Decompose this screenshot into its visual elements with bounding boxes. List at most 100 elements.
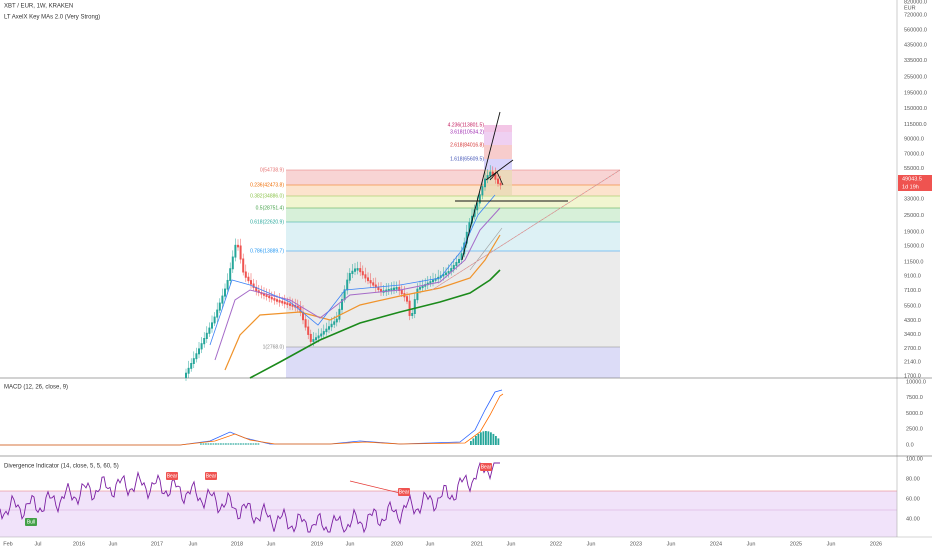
- macd-histogram: [220, 443, 222, 445]
- ma-50: [214, 207, 501, 361]
- macd-histogram: [497, 438, 500, 445]
- candle-body: [463, 242, 466, 255]
- candle-body: [434, 278, 437, 281]
- signal-badge: [25, 518, 37, 526]
- candle-body: [192, 358, 195, 364]
- candle-body: [478, 194, 481, 204]
- candle-body: [481, 186, 484, 196]
- price-tick-label: 7100.0: [904, 288, 921, 294]
- last-price-badge: [898, 175, 932, 191]
- macd-title[interactable]: MACD (12, 26, close, 9): [4, 385, 68, 391]
- time-tick-label: 2017: [151, 541, 163, 547]
- macd-histogram: [212, 443, 215, 445]
- candle-body: [387, 288, 390, 292]
- pattern-line: [489, 171, 504, 186]
- candle-body: [380, 289, 382, 292]
- candle-body: [208, 327, 211, 334]
- macd-histogram: [202, 443, 205, 445]
- fib-band: [286, 222, 620, 251]
- symbol-title[interactable]: XBT / EUR, 1W, KRAKEN: [4, 4, 73, 10]
- candle-body: [273, 298, 276, 301]
- price-tick-label: 90000.0: [904, 137, 924, 143]
- trend-line: [431, 169, 621, 291]
- price-tick-label: 11500.0: [904, 259, 923, 265]
- signal-badge: [166, 472, 178, 480]
- time-tick-label: 2022: [550, 541, 562, 547]
- macd-histogram: [240, 443, 242, 445]
- indicator-title[interactable]: LT AxelX Key MAs 2.0 (Very Strong): [4, 15, 100, 21]
- candle-body: [426, 282, 429, 286]
- price-tick-label: 3400.0: [904, 332, 921, 338]
- candle-body: [465, 231, 468, 244]
- macd-histogram: [475, 436, 477, 445]
- candle-body: [408, 300, 411, 316]
- time-tick-label: Jun: [507, 541, 516, 547]
- candle-body: [452, 265, 455, 270]
- time-tick-label: 2025: [790, 541, 802, 547]
- candle-body: [237, 244, 239, 248]
- time-tick-label: 2016: [73, 541, 85, 547]
- candle-body: [283, 301, 286, 305]
- candle-body: [484, 178, 486, 188]
- candle-body: [229, 268, 232, 281]
- candle-body: [213, 316, 216, 324]
- candle-body: [361, 271, 364, 276]
- candle-body: [455, 262, 458, 267]
- fib-label: 0.618(22620.9): [250, 219, 284, 225]
- candle-body: [369, 280, 372, 284]
- time-tick-label: Jun: [747, 541, 756, 547]
- macd-histogram: [252, 443, 255, 445]
- candle-body: [221, 295, 224, 304]
- price-tick-label: 2700.0: [904, 346, 921, 352]
- candle-body: [333, 321, 336, 325]
- fib-label: 0.382(34886.0): [250, 193, 284, 199]
- macd-histogram: [487, 431, 490, 445]
- time-tick-label: 2019: [311, 541, 323, 547]
- time-tick-label: Jun: [267, 541, 276, 547]
- candle-body: [398, 287, 401, 291]
- candle-body: [395, 287, 398, 290]
- signal-label: Bear: [481, 464, 492, 470]
- time-tick-label: 2026: [870, 541, 882, 547]
- candle-body: [413, 299, 416, 314]
- candle-body: [211, 322, 213, 329]
- fib-ext-label: 4.236(113801.5): [448, 122, 485, 128]
- price-tick-label: 33000.0: [904, 196, 924, 202]
- macd-histogram: [225, 443, 227, 445]
- candle-body: [497, 178, 499, 184]
- candle-body: [296, 305, 299, 309]
- divergence-title[interactable]: Divergence Indicator (14, close, 5, 5, 6…: [4, 464, 119, 470]
- candle-body: [257, 290, 260, 293]
- candle-body: [278, 300, 281, 303]
- price-tick-label: 4300.0: [904, 318, 921, 324]
- fib-ext-band: [484, 159, 512, 170]
- candle-body: [322, 331, 325, 335]
- macd-histogram: [492, 433, 495, 445]
- candle-body: [231, 256, 234, 270]
- fib-ext-label: 3.618(10534.2): [450, 129, 484, 135]
- candle-body: [276, 299, 278, 302]
- time-tick-label: 2023: [630, 541, 642, 547]
- time-tick-label: 2024: [710, 541, 722, 547]
- price-tick-label: 255000.0: [904, 74, 927, 80]
- rsi-tick-label: 40.00: [906, 516, 920, 522]
- candle-body: [432, 279, 434, 283]
- candle-body: [416, 288, 419, 301]
- time-tick-label: Jun: [346, 541, 355, 547]
- candle-body: [341, 299, 343, 310]
- macd-histogram: [485, 431, 487, 445]
- time-tick-label: Jun: [426, 541, 435, 547]
- macd-histogram: [490, 432, 492, 445]
- candle-body: [226, 279, 229, 290]
- candle-body: [205, 332, 208, 339]
- price-tick-label: 335000.0: [904, 58, 927, 64]
- candle-body: [203, 338, 206, 345]
- candle-body: [367, 277, 369, 282]
- candle-body: [429, 281, 432, 284]
- candle-body: [252, 283, 255, 288]
- fib-band: [286, 170, 620, 185]
- candle-body: [499, 182, 502, 186]
- candle-body: [291, 304, 294, 307]
- fib-label: 0(54738.9): [260, 167, 285, 173]
- rsi-line: [0, 461, 500, 534]
